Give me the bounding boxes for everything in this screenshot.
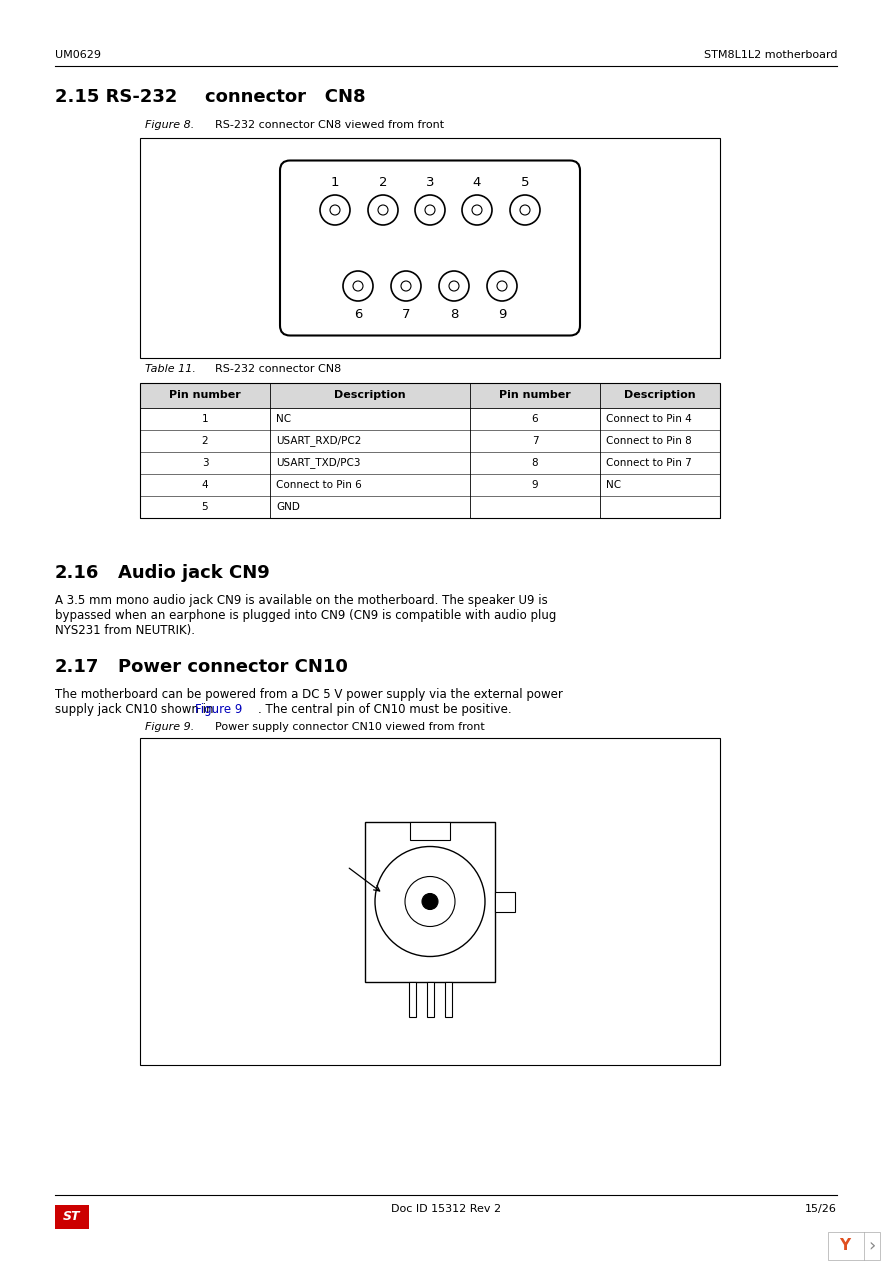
Text: NC: NC bbox=[606, 480, 621, 490]
Text: RS-232 connector CN8: RS-232 connector CN8 bbox=[215, 364, 342, 374]
Circle shape bbox=[405, 877, 455, 927]
Text: Pin number: Pin number bbox=[500, 390, 571, 400]
Text: Doc ID 15312 Rev 2: Doc ID 15312 Rev 2 bbox=[391, 1204, 501, 1214]
Text: 7: 7 bbox=[532, 436, 538, 446]
Text: 1: 1 bbox=[331, 176, 339, 188]
Text: USART_TXD/PC3: USART_TXD/PC3 bbox=[276, 457, 360, 469]
Text: A 3.5 mm mono audio jack CN9 is available on the motherboard. The speaker U9 is: A 3.5 mm mono audio jack CN9 is availabl… bbox=[55, 594, 548, 608]
Circle shape bbox=[520, 205, 530, 215]
Text: 3: 3 bbox=[425, 176, 434, 188]
Text: 5: 5 bbox=[521, 176, 529, 188]
Text: 8: 8 bbox=[532, 458, 538, 469]
Bar bbox=[495, 892, 515, 912]
Circle shape bbox=[415, 195, 445, 225]
Text: The motherboard can be powered from a DC 5 V power supply via the external power: The motherboard can be powered from a DC… bbox=[55, 688, 563, 701]
Bar bbox=[365, 821, 495, 981]
Text: 4: 4 bbox=[473, 176, 481, 188]
Text: Power supply connector CN10 viewed from front: Power supply connector CN10 viewed from … bbox=[215, 722, 484, 733]
Circle shape bbox=[425, 205, 435, 215]
Circle shape bbox=[439, 272, 469, 301]
Text: 1: 1 bbox=[202, 414, 209, 424]
Bar bbox=[426, 981, 434, 1017]
Text: Connect to Pin 6: Connect to Pin 6 bbox=[276, 480, 362, 490]
Bar bbox=[828, 1231, 880, 1260]
Circle shape bbox=[353, 280, 363, 290]
Text: GND: GND bbox=[276, 501, 300, 512]
Circle shape bbox=[401, 280, 411, 290]
Circle shape bbox=[391, 272, 421, 301]
Circle shape bbox=[330, 205, 340, 215]
Text: bypassed when an earphone is plugged into CN9 (CN9 is compatible with audio plug: bypassed when an earphone is plugged int… bbox=[55, 609, 557, 621]
Bar bbox=[410, 821, 450, 840]
Text: 2: 2 bbox=[202, 436, 209, 446]
Text: connector   CN8: connector CN8 bbox=[205, 88, 366, 106]
Text: ST: ST bbox=[63, 1210, 81, 1224]
Text: Figure 9.: Figure 9. bbox=[145, 722, 194, 733]
Circle shape bbox=[368, 195, 398, 225]
Text: 9: 9 bbox=[532, 480, 538, 490]
Text: 9: 9 bbox=[498, 307, 506, 321]
Text: . The central pin of CN10 must be positive.: . The central pin of CN10 must be positi… bbox=[258, 703, 512, 716]
Text: USART_RXD/PC2: USART_RXD/PC2 bbox=[276, 436, 361, 446]
Bar bbox=[409, 981, 416, 1017]
Text: Audio jack CN9: Audio jack CN9 bbox=[118, 565, 269, 582]
Bar bbox=[55, 1205, 89, 1229]
Circle shape bbox=[320, 195, 350, 225]
Text: Connect to Pin 8: Connect to Pin 8 bbox=[606, 436, 692, 446]
Text: Power connector CN10: Power connector CN10 bbox=[118, 658, 348, 676]
Circle shape bbox=[449, 280, 459, 290]
Text: Figure 9: Figure 9 bbox=[195, 703, 243, 716]
Text: supply jack CN10 shown in: supply jack CN10 shown in bbox=[55, 703, 213, 716]
Text: Table 11.: Table 11. bbox=[145, 364, 196, 374]
Text: 2: 2 bbox=[379, 176, 387, 188]
Text: 5: 5 bbox=[202, 501, 209, 512]
Text: NYS231 from NEUTRIK).: NYS231 from NEUTRIK). bbox=[55, 624, 195, 637]
Text: Y: Y bbox=[839, 1239, 851, 1253]
Text: 2.16: 2.16 bbox=[55, 565, 99, 582]
Circle shape bbox=[343, 272, 373, 301]
Text: 2.15 RS-232: 2.15 RS-232 bbox=[55, 88, 178, 106]
Text: Figure 8.: Figure 8. bbox=[145, 120, 194, 130]
Text: Connect to Pin 7: Connect to Pin 7 bbox=[606, 458, 692, 469]
Text: 7: 7 bbox=[401, 307, 410, 321]
Text: STM8L1L2 motherboard: STM8L1L2 motherboard bbox=[704, 51, 837, 61]
Circle shape bbox=[422, 893, 438, 909]
Text: Description: Description bbox=[624, 390, 696, 400]
Bar bbox=[140, 383, 720, 408]
Text: 6: 6 bbox=[354, 307, 362, 321]
Text: 2.17: 2.17 bbox=[55, 658, 99, 676]
Text: ›: › bbox=[869, 1236, 876, 1255]
Text: RS-232 connector CN8 viewed from front: RS-232 connector CN8 viewed from front bbox=[215, 120, 444, 130]
Text: 6: 6 bbox=[532, 414, 538, 424]
Text: 3: 3 bbox=[202, 458, 209, 469]
Bar bbox=[444, 981, 451, 1017]
Circle shape bbox=[487, 272, 517, 301]
Circle shape bbox=[472, 205, 482, 215]
Bar bbox=[140, 738, 720, 1065]
Text: Description: Description bbox=[334, 390, 406, 400]
Circle shape bbox=[375, 846, 485, 956]
Text: 15/26: 15/26 bbox=[805, 1204, 837, 1214]
Text: 4: 4 bbox=[202, 480, 209, 490]
Circle shape bbox=[378, 205, 388, 215]
Bar bbox=[140, 383, 720, 518]
Text: NC: NC bbox=[276, 414, 291, 424]
Text: UM0629: UM0629 bbox=[55, 51, 101, 61]
Text: Connect to Pin 4: Connect to Pin 4 bbox=[606, 414, 692, 424]
Circle shape bbox=[510, 195, 540, 225]
FancyBboxPatch shape bbox=[280, 160, 580, 336]
Text: Pin number: Pin number bbox=[169, 390, 241, 400]
Circle shape bbox=[497, 280, 507, 290]
Bar bbox=[140, 138, 720, 357]
Text: 8: 8 bbox=[450, 307, 458, 321]
Circle shape bbox=[462, 195, 492, 225]
